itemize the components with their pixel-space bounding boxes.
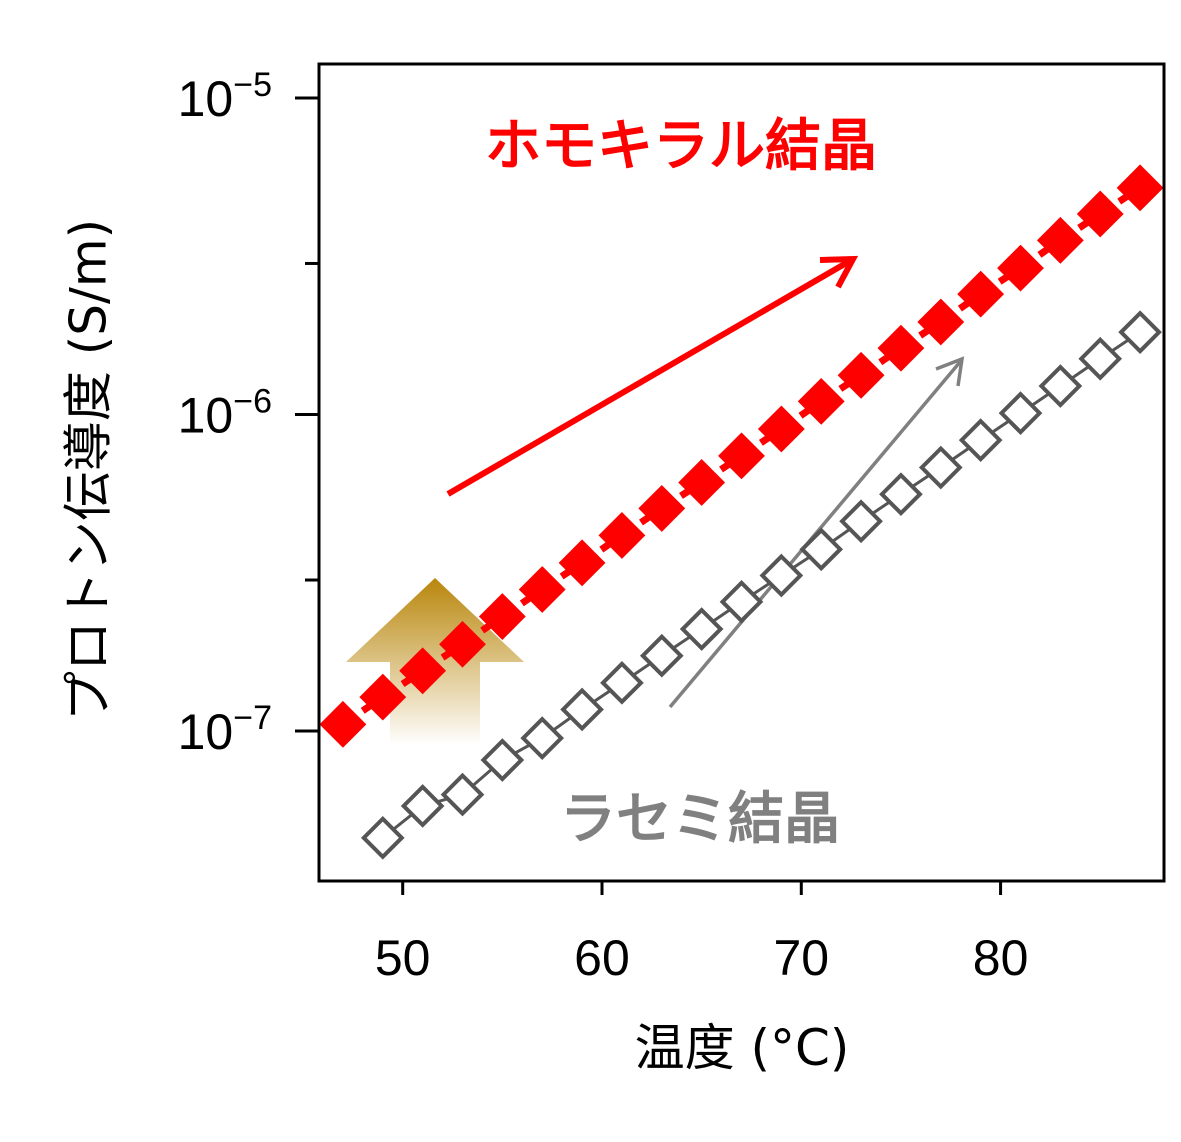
data-point <box>1076 190 1124 238</box>
data-point <box>359 673 407 721</box>
data-point <box>839 499 883 544</box>
plot-frame <box>317 62 1166 883</box>
data-point <box>558 539 606 587</box>
data-point <box>478 593 526 640</box>
data-point <box>480 738 525 782</box>
data-point <box>440 772 485 817</box>
data-point <box>400 784 445 828</box>
y-tick-label: 10−7 <box>178 699 272 760</box>
data-point <box>679 607 724 651</box>
data-point <box>757 405 805 453</box>
data-point <box>719 579 764 624</box>
data-point <box>638 485 686 532</box>
y-tick-label: 10−5 <box>178 66 272 127</box>
series-racemic <box>360 310 1162 860</box>
x-tick-label: 70 <box>773 930 829 986</box>
data-point <box>718 432 765 480</box>
data-point <box>319 700 367 748</box>
data-point <box>600 661 644 705</box>
x-tick-label: 80 <box>973 930 1029 986</box>
racemic-label: ラセミ結晶 <box>560 787 840 852</box>
axis-tick-labels: 50 60 70 80 10−7 10−6 10−5 <box>178 66 1029 986</box>
data-point <box>837 351 885 399</box>
data-point <box>797 377 845 425</box>
homochiral-label: ホモキラル結晶 <box>485 114 877 179</box>
data-point <box>998 391 1043 435</box>
data-point <box>997 244 1044 292</box>
data-point <box>1036 216 1084 264</box>
data-point <box>598 511 646 559</box>
homochiral-trend-arrow <box>446 255 859 497</box>
data-point <box>1038 364 1083 408</box>
data-point <box>759 553 804 598</box>
data-point <box>917 298 965 346</box>
data-point <box>918 445 963 490</box>
data-point <box>518 566 566 613</box>
data-point <box>439 620 486 668</box>
data-point <box>1118 310 1162 354</box>
y-axis-title: プロトン伝導度 (S/m) <box>60 219 118 721</box>
data-point <box>678 459 726 506</box>
data-point <box>1116 164 1164 212</box>
data-point <box>639 633 684 678</box>
y-tick-label: 10−6 <box>178 382 272 443</box>
data-point <box>799 527 844 572</box>
data-point <box>957 270 1005 318</box>
data-point <box>360 815 405 860</box>
axis-ticks <box>295 96 1003 895</box>
data-point <box>958 418 1003 462</box>
data-point <box>560 687 604 732</box>
x-tick-label: 60 <box>574 930 630 986</box>
series-homochiral <box>319 164 1164 748</box>
data-point <box>520 716 565 760</box>
data-point <box>399 647 447 695</box>
data-point <box>1078 336 1123 381</box>
x-axis-title: 温度 (°C) <box>635 1019 850 1077</box>
data-point <box>877 324 925 372</box>
data-point <box>879 472 923 517</box>
x-tick-label: 50 <box>375 930 431 986</box>
